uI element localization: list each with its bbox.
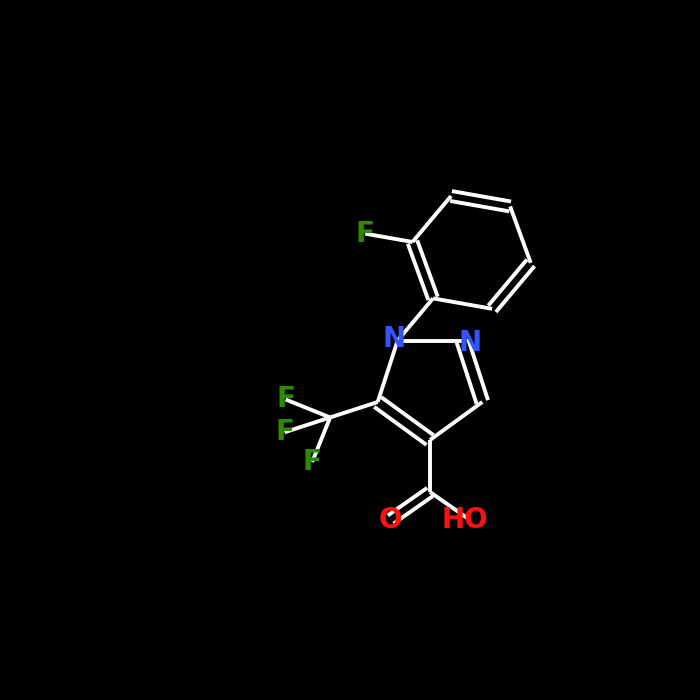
Text: F: F bbox=[302, 448, 321, 476]
Text: N: N bbox=[382, 325, 405, 353]
Text: HO: HO bbox=[441, 505, 488, 533]
Text: O: O bbox=[379, 505, 402, 533]
Text: F: F bbox=[356, 220, 375, 248]
Text: F: F bbox=[276, 386, 295, 414]
Text: F: F bbox=[275, 419, 294, 447]
Text: N: N bbox=[458, 328, 482, 356]
